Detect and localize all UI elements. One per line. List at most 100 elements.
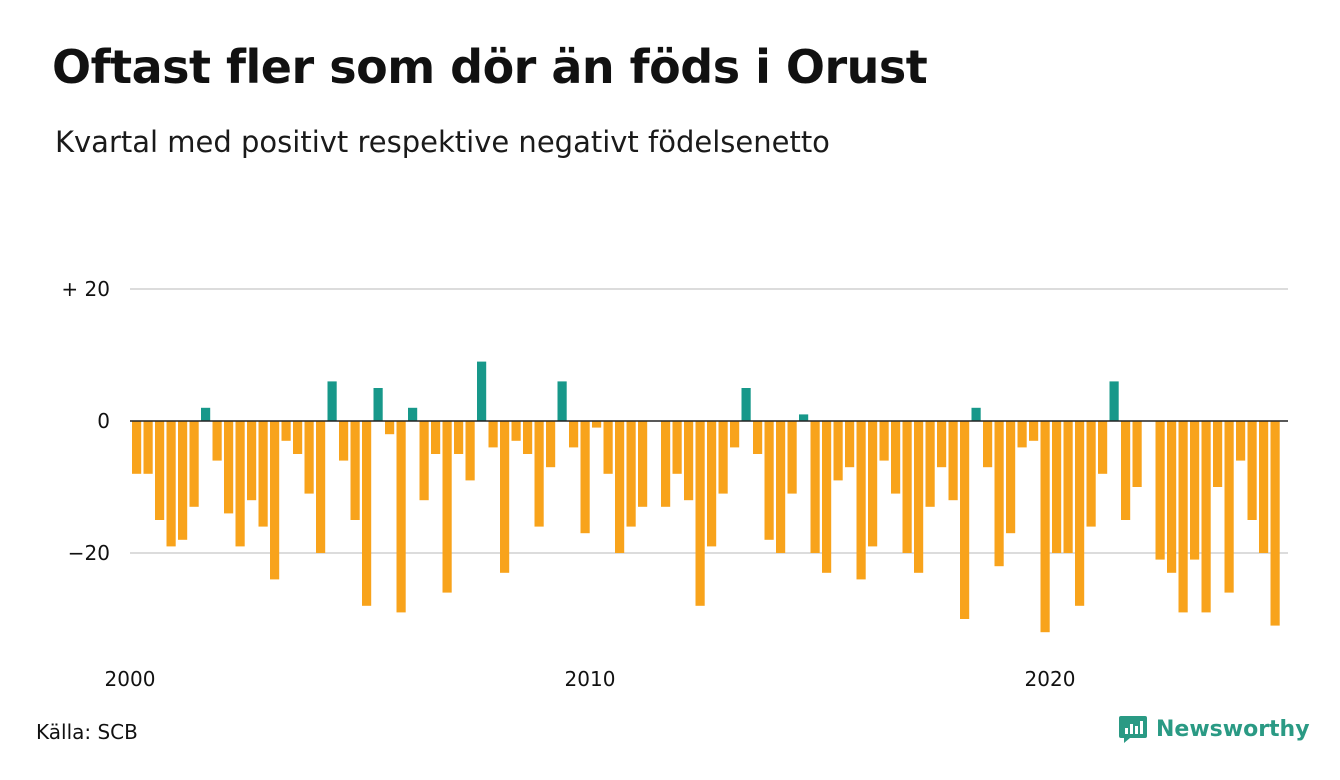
bar-negative[interactable] [787,421,797,494]
bar-negative[interactable] [776,421,786,553]
bar-positive[interactable] [799,414,809,421]
bar-positive[interactable] [373,388,383,421]
bar-negative[interactable] [339,421,349,461]
brand-logo[interactable]: Newsworthy [1118,714,1310,744]
bar-negative[interactable] [362,421,372,606]
bar-negative[interactable] [1121,421,1131,520]
bar-negative[interactable] [1236,421,1246,461]
bar-negative[interactable] [224,421,234,514]
bar-positive[interactable] [408,407,418,421]
bar-negative[interactable] [178,421,188,540]
bar-negative[interactable] [1167,421,1177,573]
bar-negative[interactable] [1155,421,1165,560]
bar-negative[interactable] [615,421,625,553]
bar-positive[interactable] [741,388,751,421]
bar-negative[interactable] [143,421,153,474]
bar-negative[interactable] [235,421,245,547]
bar-negative[interactable] [914,421,924,573]
bar-negative[interactable] [1029,421,1039,441]
bar-negative[interactable] [580,421,590,534]
bar-negative[interactable] [638,421,648,507]
bar-negative[interactable] [925,421,935,507]
bar-negative[interactable] [316,421,326,553]
bar-positive[interactable] [557,381,567,421]
bar-negative[interactable] [753,421,763,454]
bar-negative[interactable] [1259,421,1269,553]
bar-negative[interactable] [730,421,740,448]
bar-negative[interactable] [1063,421,1073,553]
bar-negative[interactable] [661,421,671,507]
bar-negative[interactable] [569,421,579,448]
bar-negative[interactable] [1075,421,1085,606]
bar-negative[interactable] [293,421,303,454]
bar-positive[interactable] [201,407,211,421]
bar-negative[interactable] [500,421,510,573]
bar-negative[interactable] [511,421,521,441]
bar-negative[interactable] [868,421,878,547]
bar-negative[interactable] [396,421,406,613]
bar-negative[interactable] [1006,421,1016,534]
bar-negative[interactable] [983,421,993,468]
bar-negative[interactable] [166,421,176,547]
bar-negative[interactable] [626,421,636,527]
bar-negative[interactable] [258,421,268,527]
bar-negative[interactable] [718,421,728,494]
bar-negative[interactable] [189,421,199,507]
bar-negative[interactable] [1040,421,1050,633]
bar-negative[interactable] [385,421,395,435]
bar-negative[interactable] [994,421,1004,567]
bar-negative[interactable] [155,421,165,520]
bar-negative[interactable] [879,421,889,461]
bar-negative[interactable] [1017,421,1027,448]
bar-negative[interactable] [764,421,774,540]
bar-negative[interactable] [442,421,452,593]
bar-negative[interactable] [1052,421,1062,553]
bar-negative[interactable] [672,421,682,474]
bar-negative[interactable] [603,421,613,474]
bar-negative[interactable] [419,421,429,501]
bar-negative[interactable] [1270,421,1280,626]
bar-negative[interactable] [684,421,694,501]
bar-negative[interactable] [431,421,441,454]
bar-negative[interactable] [1190,421,1200,560]
bar-negative[interactable] [350,421,360,520]
bar-negative[interactable] [1098,421,1108,474]
bar-negative[interactable] [1132,421,1142,487]
bar-negative[interactable] [1224,421,1234,593]
bar-negative[interactable] [1247,421,1257,520]
bar-negative[interactable] [1086,421,1096,527]
bar-negative[interactable] [948,421,958,501]
bar-negative[interactable] [465,421,475,481]
bar-positive[interactable] [971,407,981,421]
bar-negative[interactable] [1201,421,1211,613]
bar-negative[interactable] [592,421,602,428]
bar-negative[interactable] [1178,421,1188,613]
bar-negative[interactable] [707,421,717,547]
bar-positive[interactable] [1109,381,1119,421]
bar-positive[interactable] [477,361,487,421]
bar-negative[interactable] [534,421,544,527]
bar-negative[interactable] [270,421,280,580]
bar-negative[interactable] [902,421,912,553]
bar-negative[interactable] [856,421,866,580]
bar-negative[interactable] [822,421,832,573]
bar-negative[interactable] [454,421,464,454]
bar-negative[interactable] [695,421,705,606]
bar-negative[interactable] [833,421,843,481]
bar-negative[interactable] [845,421,855,468]
bar-negative[interactable] [810,421,820,553]
bar-negative[interactable] [247,421,257,501]
bar-negative[interactable] [546,421,556,468]
bar-positive[interactable] [327,381,337,421]
bar-negative[interactable] [891,421,901,494]
bar-negative[interactable] [488,421,498,448]
bar-negative[interactable] [523,421,533,454]
bar-negative[interactable] [304,421,314,494]
bar-negative[interactable] [1213,421,1223,487]
bar-negative[interactable] [960,421,970,619]
bar-negative[interactable] [281,421,291,441]
bar-negative[interactable] [212,421,222,461]
bar-negative[interactable] [132,421,142,474]
bar-negative[interactable] [937,421,947,468]
